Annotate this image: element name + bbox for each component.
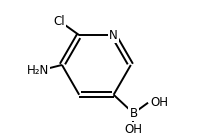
- Text: H₂N: H₂N: [27, 64, 49, 77]
- Text: B: B: [129, 107, 138, 120]
- Text: OH: OH: [151, 96, 169, 109]
- Text: N: N: [109, 29, 118, 42]
- Text: Cl: Cl: [54, 15, 65, 28]
- Text: OH: OH: [125, 123, 143, 136]
